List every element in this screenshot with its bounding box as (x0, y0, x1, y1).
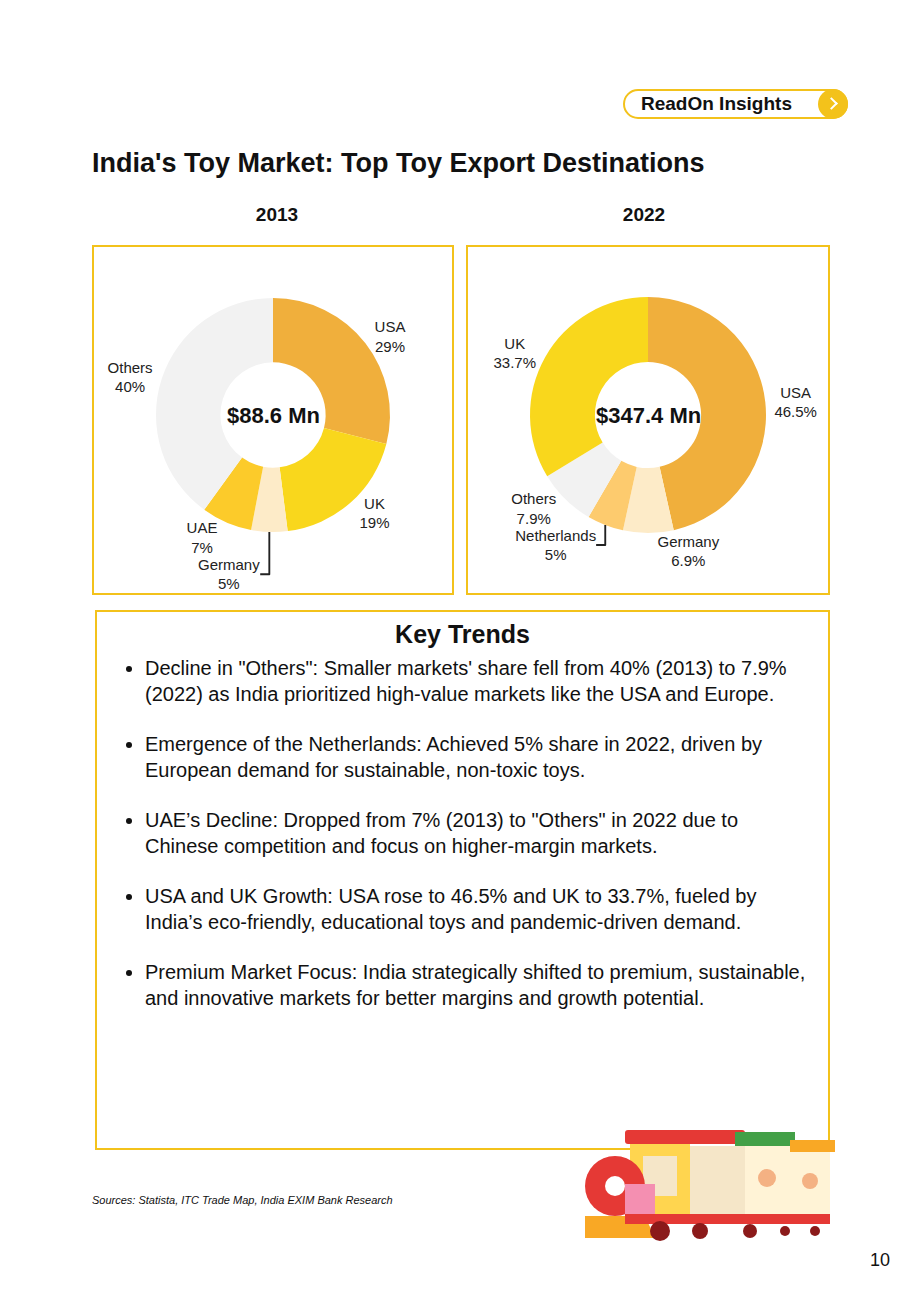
html-text:ReadOn Insights: ReadOn Insights (641, 93, 792, 114)
svg-text:Others40%: Others40% (108, 359, 153, 396)
svg-text:Netherlands5%: Netherlands5% (515, 527, 596, 564)
html-text:2013: 2013 (255, 204, 299, 225)
svg-text:Germany5%: Germany5% (198, 556, 260, 593)
html-text:Key Trends: Key Trends (395, 620, 530, 648)
html-text:10: 10 (870, 1250, 890, 1270)
html-text:Premium Market Focus: India st: Premium Market Focus: India strategicall… (145, 961, 806, 1009)
svg-text:Germany6.9%: Germany6.9% (657, 533, 719, 570)
html-text:USA and UK Growth: USA rose to: USA and UK Growth: USA rose to 46.5% and… (145, 885, 757, 933)
svg-text:$347.4 Mn: $347.4 Mn (596, 403, 701, 428)
svg-text:UK33.7%: UK33.7% (493, 335, 536, 372)
html-text:Sources: Statista, ITC Trade M: Sources: Statista, ITC Trade Map, India … (92, 1194, 393, 1206)
html-text:India's Toy Market: Top Toy Ex: India's Toy Market: Top Toy Export Desti… (92, 148, 705, 178)
html-text:Decline in "Others": Smaller m: Decline in "Others": Smaller markets' sh… (145, 657, 787, 705)
svg-text:USA29%: USA29% (375, 318, 406, 355)
svg-text:USA46.5%: USA46.5% (774, 384, 817, 421)
svg-text:UAE7%: UAE7% (187, 519, 218, 556)
html-text:Emergence of the Netherlands:: Emergence of the Netherlands: Achieved 5… (145, 733, 762, 781)
svg-text:Others7.9%: Others7.9% (511, 490, 556, 527)
html-text:2022: 2022 (622, 204, 666, 225)
svg-text:$88.6 Mn: $88.6 Mn (227, 403, 320, 428)
svg-text:UK19%: UK19% (359, 495, 389, 531)
html-text:UAE’s Decline: Dropped from 7%: UAE’s Decline: Dropped from 7% (2013) to… (145, 809, 738, 857)
